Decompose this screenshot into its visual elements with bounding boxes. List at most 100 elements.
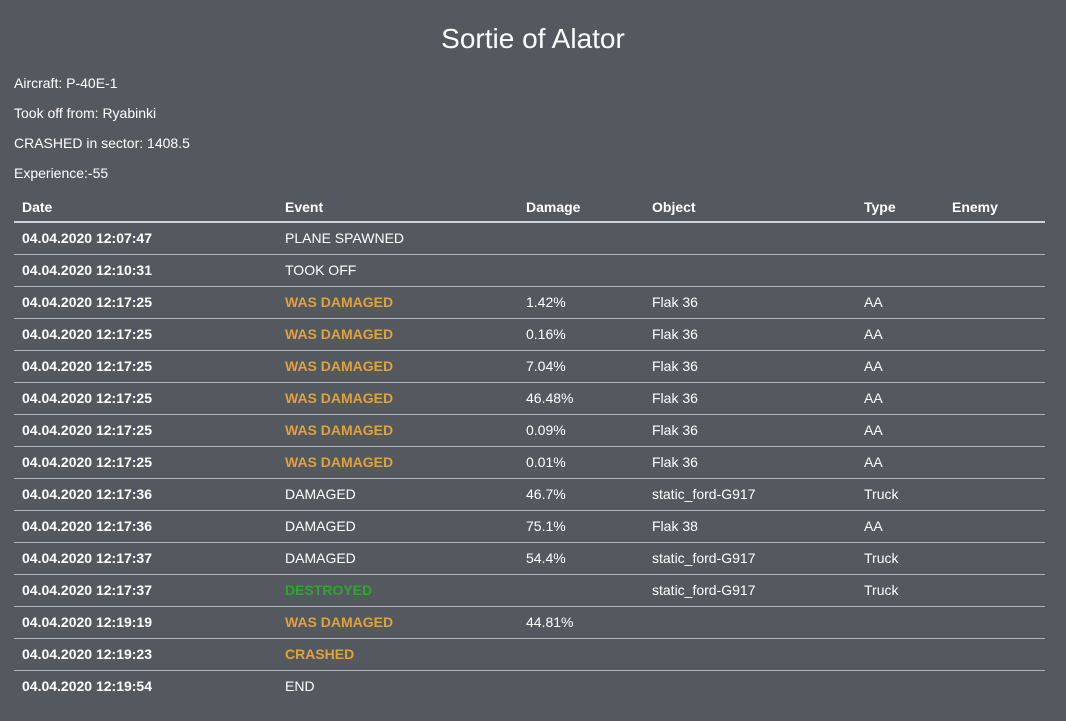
cell-enemy xyxy=(944,670,1045,702)
cell-enemy xyxy=(944,638,1045,671)
table-row: 04.04.2020 12:17:36 DAMAGED 46.7% static_fo… xyxy=(14,478,1045,511)
cell-type: AA xyxy=(856,286,944,319)
cell-date: 04.04.2020 12:17:36 xyxy=(14,510,277,543)
table-row: 04.04.2020 12:17:25 WAS DAMAGED 46.48% Flak… xyxy=(14,382,1045,415)
cell-object: static_ford-G917 xyxy=(644,542,856,575)
cell-damage: 46.48% xyxy=(518,382,644,415)
cell-date: 04.04.2020 12:07:47 xyxy=(14,222,277,255)
sortie-info: Aircraft: P-40E-1 Took off from: Ryabink… xyxy=(14,68,1066,188)
page-title: Sortie of Alator xyxy=(441,23,625,54)
cell-object: Flak 36 xyxy=(644,286,856,319)
table-row: 04.04.2020 12:17:37 DAMAGED 54.4% static_fo… xyxy=(14,542,1045,575)
info-aircraft: Aircraft: P-40E-1 xyxy=(14,75,118,91)
events-table: Date Event Damage Object Type Enemy 04.0… xyxy=(14,192,1045,702)
cell-date: 04.04.2020 12:17:25 xyxy=(14,350,277,383)
cell-damage: 0.16% xyxy=(518,318,644,351)
cell-event: DAMAGED xyxy=(277,478,518,511)
table-row: 04.04.2020 12:19:23 CRASHED xyxy=(14,638,1045,671)
cell-date: 04.04.2020 12:17:25 xyxy=(14,414,277,447)
cell-enemy xyxy=(944,446,1045,479)
cell-date: 04.04.2020 12:17:37 xyxy=(14,574,277,607)
cell-type: AA xyxy=(856,382,944,415)
cell-enemy xyxy=(944,222,1045,255)
info-crashed-sector: CRASHED in sector: 1408.5 xyxy=(14,135,190,151)
table-row: 04.04.2020 12:17:25 WAS DAMAGED 0.09% Flak … xyxy=(14,414,1045,447)
cell-damage: 0.01% xyxy=(518,446,644,479)
cell-object xyxy=(644,670,856,702)
cell-type: AA xyxy=(856,414,944,447)
cell-date: 04.04.2020 12:17:25 xyxy=(14,318,277,351)
info-experience: Experience:-55 xyxy=(14,165,109,181)
cell-object: Flak 36 xyxy=(644,446,856,479)
cell-type: Truck xyxy=(856,574,944,607)
cell-damage: 54.4% xyxy=(518,542,644,575)
cell-enemy xyxy=(944,574,1045,607)
column-header-enemy: Enemy xyxy=(944,192,1045,223)
cell-event: END xyxy=(285,678,315,695)
cell-date: 04.04.2020 12:17:25 xyxy=(14,286,277,319)
cell-type: Truck xyxy=(856,478,944,511)
cell-event: WAS DAMAGED xyxy=(277,606,518,639)
table-row: 04.04.2020 12:17:36 DAMAGED 75.1% Flak 38 AA xyxy=(14,510,1045,543)
cell-event: WAS DAMAGED xyxy=(277,382,518,415)
table-header-row: Date Event Damage Object Type Enemy xyxy=(14,192,1045,223)
cell-object: static_ford-G917 xyxy=(644,478,856,511)
cell-object xyxy=(644,222,856,255)
table-row: 04.04.2020 12:17:25 WAS DAMAGED 0.16% Flak … xyxy=(14,318,1045,351)
cell-enemy xyxy=(944,286,1045,319)
cell-object xyxy=(644,638,856,671)
cell-date: 04.04.2020 12:10:31 xyxy=(14,254,277,287)
cell-event: DESTROYED xyxy=(277,574,518,607)
cell-enemy xyxy=(944,606,1045,639)
cell-type xyxy=(856,254,944,287)
cell-event: DAMAGED xyxy=(277,542,518,575)
column-header-date: Date xyxy=(14,192,277,223)
cell-enemy xyxy=(944,478,1045,511)
sortie-log-page: Sortie of Alator Aircraft: P-40E-1 Took … xyxy=(14,23,1066,702)
cell-object: static_ford-G917 xyxy=(644,574,856,607)
cell-enemy xyxy=(944,542,1045,575)
info-took-off-from: Took off from: Ryabinki xyxy=(14,105,157,121)
cell-type: AA xyxy=(856,446,944,479)
table-row: 04.04.2020 12:17:25 WAS DAMAGED 0.01% Flak … xyxy=(14,446,1045,479)
cell-event: WAS DAMAGED xyxy=(277,414,518,447)
table-row: 04.04.2020 12:17:37 DESTROYED static_ford-… xyxy=(14,574,1045,607)
cell-date: 04.04.2020 12:17:37 xyxy=(14,542,277,575)
cell-damage xyxy=(518,638,644,671)
cell-enemy xyxy=(944,318,1045,351)
cell-damage: 46.7% xyxy=(518,478,644,511)
cell-date: 04.04.2020 12:17:25 xyxy=(14,446,277,479)
cell-event: TOOK OFF xyxy=(277,254,518,287)
column-header-object: Object xyxy=(644,192,856,223)
cell-type: AA xyxy=(856,350,944,383)
table-row: 04.04.2020 12:19:19 WAS DAMAGED 44.81% xyxy=(14,606,1045,639)
cell-event: DAMAGED xyxy=(277,510,518,543)
cell-type xyxy=(856,606,944,639)
cell-object: Flak 36 xyxy=(644,382,856,415)
cell-type xyxy=(856,638,944,671)
cell-date: 04.04.2020 12:19:19 xyxy=(14,606,277,639)
cell-damage: 44.81% xyxy=(518,606,644,639)
cell-damage xyxy=(518,670,644,702)
cell-object: Flak 36 xyxy=(644,414,856,447)
cell-damage: 75.1% xyxy=(518,510,644,543)
cell-event: WAS DAMAGED xyxy=(277,446,518,479)
table-row: 04.04.2020 12:17:25 WAS DAMAGED 7.04% Flak … xyxy=(14,350,1045,383)
cell-object: Flak 38 xyxy=(644,510,856,543)
cell-event: CRASHED xyxy=(277,638,518,671)
cell-date: 04.04.2020 12:17:25 xyxy=(14,382,277,415)
cell-type: AA xyxy=(856,510,944,543)
cell-damage xyxy=(518,254,644,287)
column-header-type: Type xyxy=(856,192,944,223)
cell-object: Flak 36 xyxy=(644,318,856,351)
cell-object: Flak 36 xyxy=(644,350,856,383)
table-row: 04.04.2020 12:17:25 WAS DAMAGED 1.42% Flak … xyxy=(14,286,1045,319)
cell-object xyxy=(644,606,856,639)
cell-type xyxy=(856,670,944,702)
cell-damage: 1.42% xyxy=(518,286,644,319)
table-row: 04.04.2020 12:07:47 PLANE SPAWNED xyxy=(14,222,1045,255)
column-header-damage: Damage xyxy=(518,192,644,223)
cell-date: 04.04.2020 12:19:23 xyxy=(14,638,277,671)
cell-event: WAS DAMAGED xyxy=(277,286,518,319)
cell-type xyxy=(856,222,944,255)
